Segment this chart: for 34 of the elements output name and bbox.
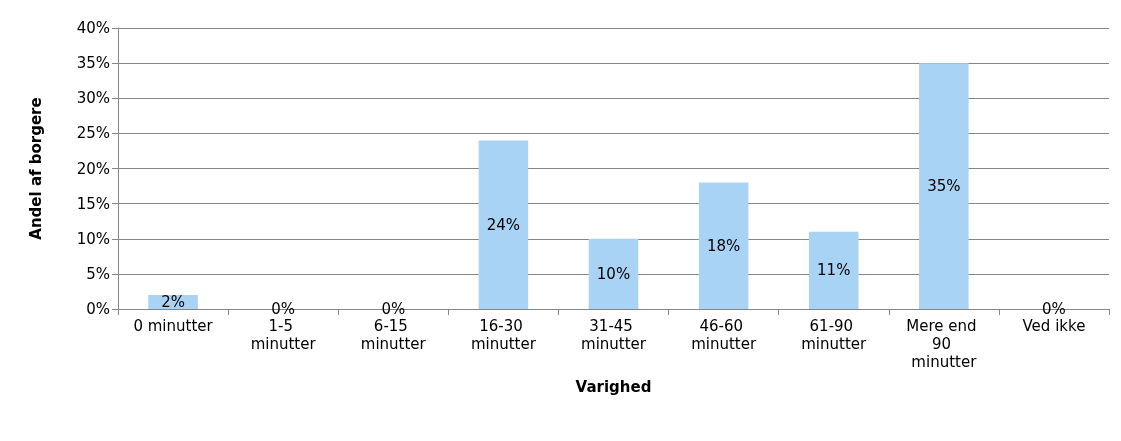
y-tick-label: 40% [76,19,110,37]
data-label: 0% [381,300,406,318]
bar [588,238,639,309]
x-tick-label: 6-15 minutter [360,317,427,353]
y-tick-label: 30% [76,89,110,108]
data-label: 35% [927,177,961,196]
x-tick-label: 1-5 minutter [250,317,317,353]
data-label: 0% [271,300,296,318]
x-tick-label: Mere end 90 minutter [906,317,982,371]
x-tick-label: 61-90 minutter [801,317,868,353]
data-label: 0% [1042,300,1066,318]
x-tick-label: Ved ikke [1022,317,1086,335]
x-tick-label: 16-30 minutter [470,317,537,353]
bar [808,231,859,309]
x-tick-label: 31-45 minutter [581,317,647,353]
data-label: 2% [161,292,185,311]
x-tick-label: 46-60 minutter [691,317,757,353]
bar [478,140,529,309]
y-tick-label: 15% [76,194,110,213]
y-tick-label: 10% [76,229,110,248]
data-label: 24% [486,215,521,234]
bar [919,63,969,309]
y-tick-label: 25% [76,124,110,143]
y-axis-title: Andel af borgere [26,97,45,240]
y-tick-label: 35% [76,54,110,73]
y-tick-label: 0% [86,300,110,318]
bar [698,182,749,309]
y-tick-label: 5% [86,264,110,283]
x-tick-label: 0 minutter [133,317,214,335]
y-tick-label: 20% [76,159,110,178]
data-label: 11% [817,261,851,280]
data-label: 10% [596,264,631,283]
data-label: 18% [706,236,741,255]
x-axis-title: Varighed [575,377,652,396]
